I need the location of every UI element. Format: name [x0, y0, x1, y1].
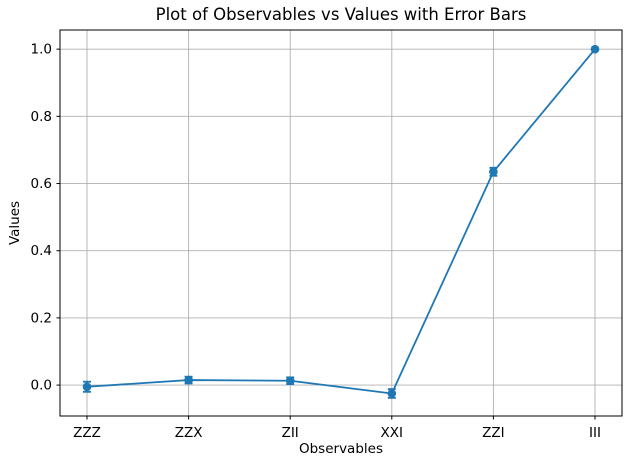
chart-title: Plot of Observables vs Values with Error… [155, 5, 527, 24]
x-tick-label: ZZX [175, 425, 203, 441]
data-point-marker [489, 167, 498, 177]
x-axis-label: Observables [298, 441, 383, 457]
x-tick-label: ZZZ [73, 425, 101, 441]
y-tick-label: 0.6 [31, 176, 52, 192]
y-tick-label: 0.4 [31, 243, 52, 259]
x-tick-label: ZII [282, 425, 299, 441]
y-tick-label: 0.8 [31, 109, 52, 125]
x-tick-label: III [589, 425, 601, 441]
data-point-marker [285, 376, 295, 386]
series-line [86, 48, 596, 395]
y-tick-label: 0.2 [31, 310, 52, 326]
data-point-marker [590, 44, 600, 54]
x-tick-label: ZZI [482, 425, 504, 441]
x-tick-label: XXI [381, 425, 403, 441]
y-tick-label: 1.0 [31, 42, 52, 58]
data-point-marker [82, 382, 92, 392]
plot-border [59, 29, 623, 417]
y-tick-label: 0.0 [31, 378, 52, 394]
data-point-marker [387, 389, 397, 398]
data-point-marker [184, 375, 193, 385]
